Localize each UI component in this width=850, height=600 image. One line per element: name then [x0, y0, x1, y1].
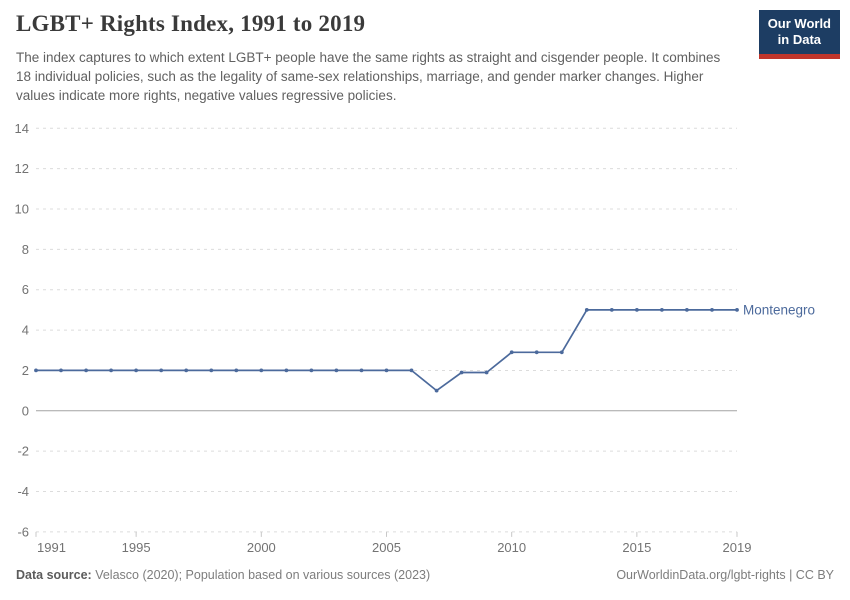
data-source-label: Data source: [16, 568, 92, 582]
data-point [84, 368, 88, 373]
data-point [184, 368, 189, 373]
data-point [359, 368, 364, 373]
y-tick-label: 2 [22, 363, 29, 378]
data-point [209, 368, 214, 373]
data-point [409, 368, 414, 373]
data-source-note: Data source: Velasco (2020); Population … [16, 568, 430, 582]
data-point [509, 350, 514, 355]
data-point [334, 368, 339, 373]
data-point [660, 308, 664, 312]
y-tick-label: 6 [22, 282, 29, 297]
chart-subtitle: The index captures to which extent LGBT+… [16, 50, 721, 104]
y-tick-label: 4 [22, 323, 29, 338]
data-point [59, 368, 63, 373]
series-line [36, 309, 737, 392]
y-tick-label: 14 [15, 121, 29, 136]
data-point [484, 370, 489, 375]
data-point [609, 308, 614, 312]
x-tick-label: 2010 [497, 540, 526, 555]
data-point [434, 388, 439, 393]
data-point [234, 368, 239, 373]
data-point [284, 368, 289, 373]
x-tick-label: 1995 [122, 540, 151, 555]
y-tick-label: 8 [22, 242, 29, 257]
data-point [459, 370, 464, 375]
data-point [34, 368, 38, 373]
data-source-text: Velasco (2020); Population based on vari… [91, 568, 431, 582]
chart-footer: Data source: Velasco (2020); Population … [16, 568, 834, 582]
data-point [584, 308, 589, 312]
data-point [384, 368, 389, 373]
data-point [559, 350, 564, 355]
data-point [134, 368, 139, 373]
y-tick-label: 12 [15, 161, 29, 176]
x-tick-label: 2019 [723, 540, 752, 555]
y-tick-label: -4 [17, 484, 29, 499]
x-tick-label: 2015 [622, 540, 651, 555]
data-point [685, 308, 689, 312]
data-point [159, 368, 164, 373]
owid-logo[interactable]: Our World in Data [758, 10, 840, 59]
series-end-label: Montenegro [743, 302, 815, 317]
owid-logo-line1: Our World [767, 16, 831, 31]
data-point [259, 368, 264, 373]
x-tick-label: 2005 [372, 540, 401, 555]
data-point [309, 368, 314, 373]
data-point [109, 368, 113, 373]
page-title: LGBT+ Rights Index, 1991 to 2019 [16, 11, 366, 36]
data-point [534, 350, 539, 355]
data-point [635, 308, 639, 312]
y-tick-label: 10 [15, 202, 29, 217]
y-tick-label: -2 [17, 444, 29, 459]
owid-citation-link[interactable]: OurWorldinData.org/lgbt-rights | CC BY [616, 568, 834, 582]
data-point [710, 308, 714, 312]
data-point [735, 308, 739, 312]
y-tick-label: 0 [22, 403, 29, 418]
owid-logo-line2: in Data [777, 32, 822, 48]
y-tick-label: -6 [17, 524, 29, 539]
x-tick-label: 2000 [247, 540, 276, 555]
x-tick-label: 1991 [37, 540, 66, 555]
